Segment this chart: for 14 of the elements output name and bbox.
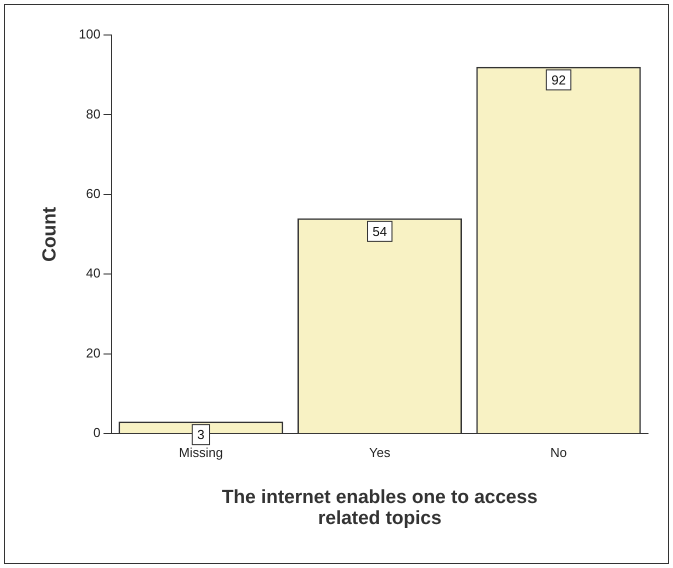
data-label: 3: [197, 427, 205, 442]
y-tick-label: 80: [86, 106, 100, 122]
data-label: 92: [551, 72, 566, 88]
y-tick-label: 20: [86, 345, 100, 360]
y-tick-label: 0: [93, 425, 100, 440]
y-axis-title: Count: [40, 206, 61, 262]
x-tick-label: Yes: [369, 444, 391, 460]
x-tick-label: Missing: [178, 444, 223, 460]
y-tick-label: 60: [86, 186, 100, 202]
y-tick-label: 100: [78, 26, 100, 42]
x-axis-title: The internet enables one to access related topics: [222, 486, 538, 529]
x-tick-label: No: [550, 444, 567, 460]
y-tick-label: 40: [86, 266, 100, 281]
data-label: 54: [372, 224, 387, 239]
